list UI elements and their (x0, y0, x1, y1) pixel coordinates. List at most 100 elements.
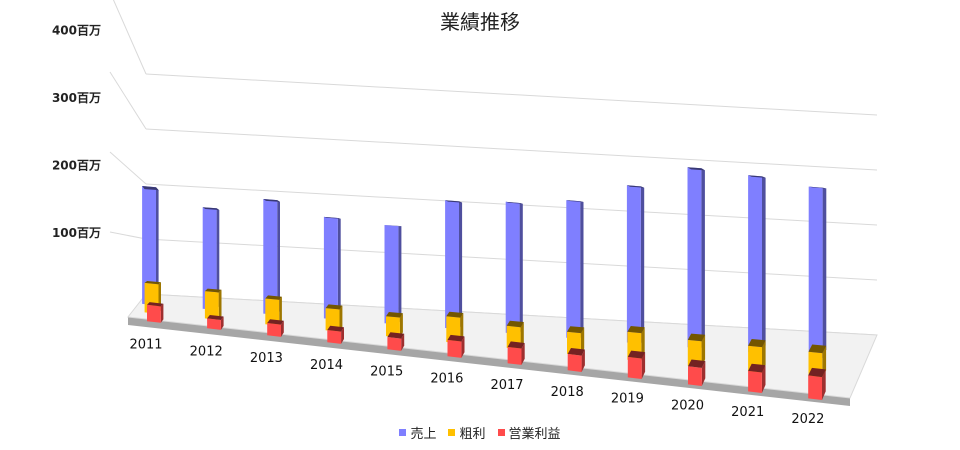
legend-item: 売上 (399, 423, 436, 442)
bar-front (808, 375, 822, 400)
bar-front (327, 330, 342, 344)
bar-front (323, 216, 338, 320)
bar (204, 288, 222, 320)
bar (142, 186, 159, 306)
bar-top (202, 207, 220, 210)
gridline-side (112, 0, 147, 75)
bar-top (748, 175, 766, 178)
x-tick-label: 2022 (791, 412, 824, 427)
bar-front (748, 370, 762, 393)
bar-top (384, 225, 402, 227)
chart-title: 業績推移 (440, 10, 520, 34)
bar-side (822, 369, 826, 400)
x-tick-label: 2017 (490, 378, 523, 393)
bar-side (339, 305, 343, 332)
bar (507, 341, 525, 365)
legend-item: 粗利 (448, 423, 486, 442)
bar-front (204, 291, 219, 320)
x-tick-label: 2016 (430, 371, 463, 386)
bar-side (521, 343, 525, 365)
bar (147, 302, 164, 323)
bar-front (265, 298, 280, 326)
bar (505, 201, 523, 334)
bar (447, 334, 465, 358)
bar-top (687, 333, 706, 342)
bar-side (337, 218, 341, 320)
bar-side (701, 361, 706, 386)
legend-swatch (497, 429, 505, 436)
bar (325, 304, 343, 332)
bar-side (762, 340, 766, 373)
bar-top (748, 363, 766, 373)
bar (386, 312, 403, 338)
bar (567, 348, 585, 372)
bar-side (641, 352, 646, 379)
bar-side (398, 226, 402, 325)
bar-side (461, 336, 465, 358)
bar-side (761, 365, 766, 393)
bar (327, 325, 344, 344)
bar-top (808, 367, 826, 378)
bar-top (446, 311, 464, 318)
bar-front (142, 186, 156, 306)
bar (626, 185, 645, 344)
bar-top (567, 326, 585, 334)
bar (748, 363, 766, 393)
x-tick-label: 2013 (250, 351, 283, 366)
bar-front (627, 356, 642, 379)
y-tick-label: 400百万 (52, 24, 101, 38)
gridline-back (145, 73, 878, 116)
bar-top (327, 325, 344, 332)
bar (748, 175, 766, 354)
bar-top (626, 185, 645, 188)
bar (688, 359, 706, 386)
bar-top (144, 281, 161, 285)
bar-top (267, 319, 284, 325)
x-tick-label: 2021 (731, 405, 764, 420)
series-2 (147, 302, 826, 400)
legend-label: 粗利 (459, 427, 486, 442)
bar (506, 320, 524, 350)
bar (808, 367, 826, 400)
bar-top (387, 332, 405, 339)
bar-top (507, 341, 525, 349)
bar-side (460, 313, 464, 344)
x-tick-label: 2011 (129, 338, 162, 353)
series-0 (142, 167, 827, 358)
bar-front (267, 323, 281, 337)
bar-side (519, 203, 523, 334)
bar-top (567, 348, 585, 356)
legend-label: 売上 (410, 427, 437, 442)
bar-top (325, 304, 343, 310)
bar-top (687, 167, 705, 171)
y-tick-label: 300百万 (52, 91, 101, 105)
bar-front (384, 225, 399, 325)
gridline-back (145, 128, 878, 171)
bar-top (265, 295, 282, 300)
bar-front (567, 353, 582, 372)
bar-front (207, 318, 221, 330)
bar-top (386, 312, 403, 318)
bar-side (279, 296, 282, 326)
bar-top (505, 201, 523, 204)
bar (627, 350, 646, 379)
bar-side (341, 327, 344, 344)
x-tick-label: 2015 (370, 365, 403, 380)
bar-side (580, 327, 585, 356)
bar-side (218, 289, 222, 320)
x-tick-label: 2014 (310, 358, 343, 373)
legend-swatch (448, 429, 456, 436)
bar (323, 216, 341, 320)
bar-front (147, 304, 161, 323)
x-tick-label: 2020 (671, 398, 704, 413)
bar-side (156, 187, 159, 306)
floor-edge (128, 317, 850, 406)
bar-top (323, 216, 341, 219)
bar-side (701, 334, 706, 367)
bars (142, 167, 827, 400)
x-tick-label: 2018 (551, 385, 584, 400)
bar-side (701, 168, 705, 349)
x-tick-label: 2012 (190, 344, 223, 359)
bar (445, 200, 463, 330)
